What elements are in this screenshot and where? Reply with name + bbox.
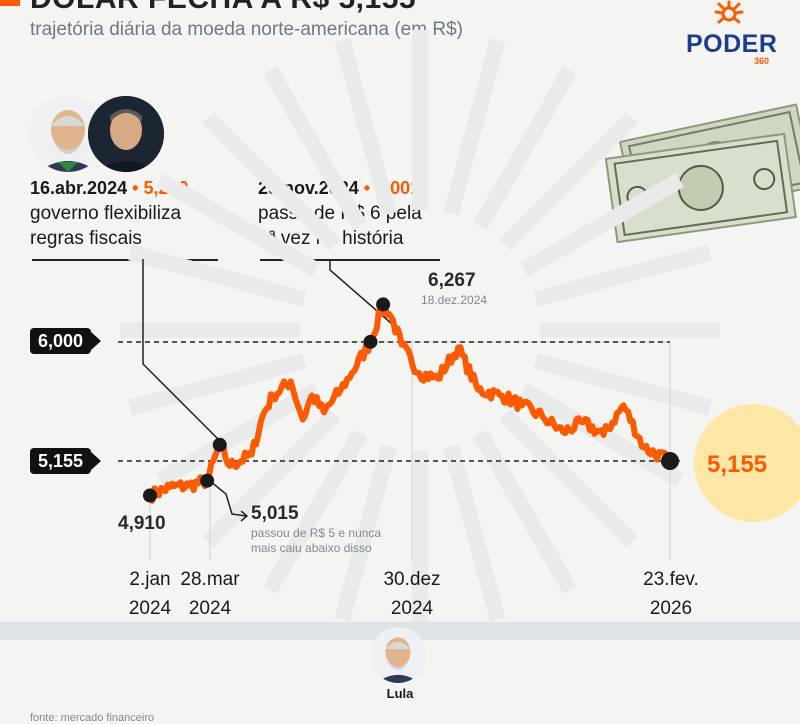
x-tick-label-4-line2: 2026 <box>649 598 693 619</box>
avatar-lula-timeline <box>370 627 426 683</box>
annotation-fiscal-rules-sep: • <box>132 178 139 198</box>
timeline-person-label: Lula <box>386 686 414 701</box>
annotation-fiscal-rules-line1: governo flexibiliza <box>30 203 182 224</box>
person-haddad-icon <box>88 96 164 172</box>
ref-pill-6000: 6,000 <box>30 328 102 354</box>
label-peak-date: 18.dez.2024 <box>421 293 488 307</box>
background-ray <box>156 383 321 487</box>
label-cross5-note-2: mais caiu abaixo disso <box>251 541 372 555</box>
logo-wordmark: PODER <box>686 30 778 58</box>
x-tick-label-3-line2: 2024 <box>390 598 434 619</box>
background-ray <box>156 173 321 277</box>
page-title: DÓLAR FECHA A R$ 5,155 <box>30 0 416 16</box>
x-tick-label: 30.dez 2024 <box>372 565 452 623</box>
annotation-six-reais-rule <box>260 259 440 261</box>
background-ray <box>128 244 307 307</box>
label-start-value: 4,910 <box>118 513 166 534</box>
leader-six-reais <box>329 259 393 325</box>
marker-six-reais <box>363 334 378 349</box>
series-line-dolar <box>147 301 673 504</box>
marker-cross5 <box>200 473 215 488</box>
x-tick-label: 28.mar 2024 <box>170 565 250 623</box>
annotation-fiscal-rules-date: 16.abr.2024 <box>30 178 128 198</box>
background-ray <box>202 112 341 251</box>
poder360-logo: PODER 360 <box>684 0 778 70</box>
background-ray <box>519 173 684 277</box>
marker-start <box>143 488 157 503</box>
x-tick-label-4-line1: 23.fev. <box>643 569 699 590</box>
x-tick-label: 2.jan 2024 <box>110 565 190 623</box>
background-ray <box>263 66 367 231</box>
annotation-fiscal-rules-rule <box>32 259 218 261</box>
background-ray <box>443 443 506 622</box>
background-ray <box>443 38 506 217</box>
x-tick-label-2-line1: 28.mar <box>180 569 240 590</box>
page-subtitle: trajetória diária da moeda norte-america… <box>30 19 463 40</box>
ref-pill-5155: 5,155 <box>30 448 102 474</box>
logo-number: 360 <box>754 56 770 66</box>
background-ray <box>533 353 712 416</box>
background-ray <box>533 244 712 307</box>
label-cross5-note-1: passou de R$ 5 e nunca <box>251 526 382 540</box>
source-note: fonte: mercado financeiro <box>30 712 155 724</box>
background-ray <box>202 409 341 548</box>
title-accent-bar <box>0 0 20 6</box>
annotation-fiscal-rules-line2: regras fiscais <box>30 228 142 249</box>
person-lula-small-icon <box>370 627 426 683</box>
label-end-value: 5,155 <box>707 451 768 478</box>
background-ray <box>499 409 638 548</box>
background-rays <box>120 30 720 630</box>
marker-end <box>661 452 679 470</box>
background-ray <box>334 443 397 622</box>
background-ray <box>334 38 397 217</box>
x-tick-label-1-line2: 2024 <box>128 598 172 619</box>
background-ray <box>473 429 577 594</box>
label-cross5-value: 5,015 <box>251 503 299 524</box>
background-ray <box>263 429 367 594</box>
x-tick-label: 23.fev. 2026 <box>626 565 716 623</box>
background-ray <box>499 112 638 251</box>
leader-fiscal-rules <box>142 259 226 447</box>
x-tick-label-1-line1: 2.jan <box>129 569 171 590</box>
background-ray <box>473 66 577 231</box>
marker-peak <box>376 297 391 312</box>
label-peak-value: 6,267 <box>428 270 476 291</box>
avatar-haddad <box>88 96 164 172</box>
x-tick-label-3-line1: 30.dez <box>383 569 441 590</box>
marker-fiscal-rules <box>212 437 227 452</box>
end-value-highlight <box>694 404 800 522</box>
background-ray <box>128 353 307 416</box>
leader-cross5 <box>209 480 247 517</box>
x-tick-label-2-line2: 2024 <box>188 598 232 619</box>
annotation-six-reais-sep: • <box>363 178 371 198</box>
leader-cross5-arrow <box>240 510 249 522</box>
sun-logo-icon <box>714 0 744 24</box>
